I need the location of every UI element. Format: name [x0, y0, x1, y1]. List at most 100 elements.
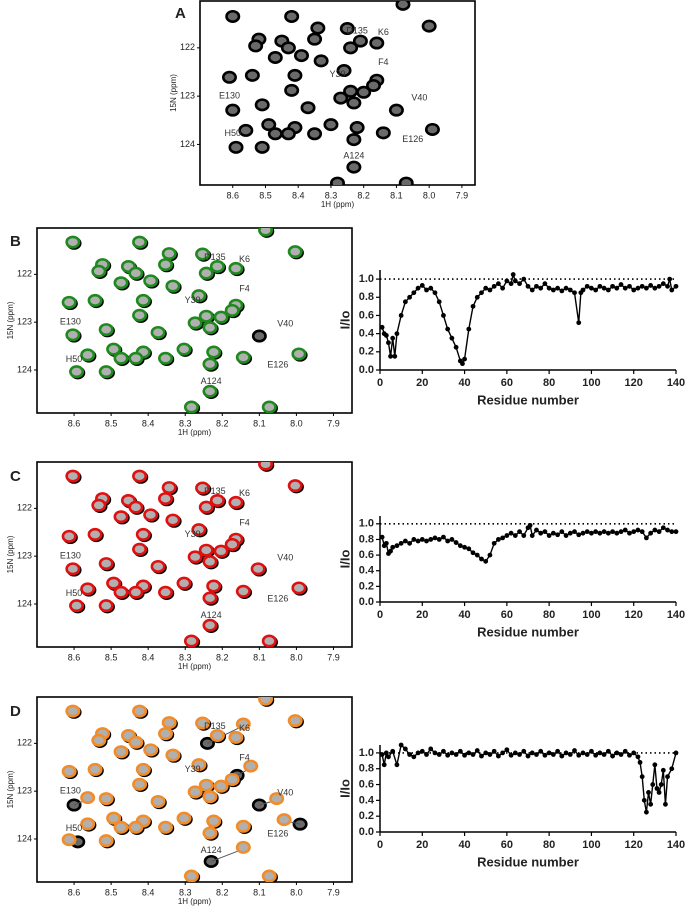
peak [202, 591, 218, 605]
peak [176, 576, 192, 590]
y-tick-label: 123 [180, 91, 195, 101]
peak [65, 562, 81, 576]
data-point [580, 287, 586, 293]
y-axis-label: I/Io [337, 311, 352, 330]
y-tick-label: 124 [17, 833, 32, 843]
peak [333, 91, 349, 105]
data-point [546, 285, 552, 291]
data-point [639, 529, 645, 535]
data-point [419, 748, 425, 754]
peak [98, 792, 114, 806]
data-point [407, 752, 412, 757]
data-point [656, 529, 662, 535]
data-point [584, 529, 590, 535]
data-point [500, 750, 506, 756]
data-point [521, 533, 527, 538]
peak-label: Y39 [185, 529, 201, 539]
peak [143, 274, 159, 288]
data-point [529, 287, 535, 293]
data-point [415, 538, 421, 544]
peak [287, 714, 303, 728]
data-point [580, 530, 586, 536]
peak [176, 342, 192, 356]
x-tick-label: 8.4 [292, 190, 305, 200]
data-point [529, 533, 535, 538]
x-tick-label: 8.0 [423, 190, 436, 200]
data-point [491, 283, 497, 289]
peak [398, 176, 414, 185]
peak [198, 778, 214, 792]
data-point [631, 529, 637, 535]
data-point [407, 540, 412, 546]
x-tick-label: 8.3 [179, 418, 192, 428]
peak [346, 96, 362, 110]
x-tick-label: 8.4 [142, 652, 155, 662]
peak-label: F4 [239, 753, 250, 763]
data-point [538, 748, 544, 754]
data-point [491, 540, 497, 546]
peak [191, 289, 207, 303]
data-point [667, 276, 673, 282]
data-point [457, 543, 463, 549]
peak-label: E130 [219, 91, 240, 101]
y-axis-label: 15N (ppm) [6, 770, 15, 808]
data-point [398, 742, 404, 748]
peak [132, 704, 148, 718]
data-point [445, 538, 451, 544]
peak-label: Y39 [329, 69, 345, 79]
data-point [508, 281, 514, 287]
data-point [466, 750, 472, 756]
peak [287, 68, 303, 82]
peak [209, 728, 225, 742]
data-point [517, 752, 522, 757]
peak [369, 36, 385, 50]
peak-label: F4 [239, 284, 250, 294]
data-point [639, 774, 645, 780]
x-tick-label: 40 [458, 377, 470, 389]
data-point [504, 747, 510, 753]
peak-label: H50 [224, 128, 241, 138]
peak [98, 557, 114, 571]
peak [206, 814, 222, 828]
peak [195, 716, 211, 730]
data-point [419, 537, 425, 542]
data-point [593, 752, 599, 758]
peak [307, 32, 323, 46]
data-point [567, 287, 573, 293]
data-point [517, 281, 522, 287]
y-tick-label: 124 [17, 598, 32, 608]
peak [366, 79, 382, 93]
x-tick-label: 8.2 [357, 190, 370, 200]
data-point [432, 535, 438, 541]
peaks [61, 697, 308, 882]
peak [65, 469, 81, 483]
peak-label: K6 [239, 723, 250, 733]
peak [143, 743, 159, 757]
data-point [652, 527, 658, 533]
data-point [589, 285, 594, 291]
data-point [660, 767, 666, 773]
data-point [567, 752, 573, 757]
peak [395, 1, 411, 11]
peak [80, 791, 96, 805]
y-tick-label: 0.0 [359, 826, 374, 838]
peak [235, 584, 251, 598]
peak [293, 49, 309, 63]
peak-label: A124 [201, 845, 222, 855]
data-point [559, 529, 565, 535]
peak [202, 321, 218, 335]
data-point [673, 750, 679, 756]
peak-label: H50 [66, 823, 83, 833]
x-tick-label: 0 [377, 609, 383, 621]
data-point [618, 282, 624, 287]
peak [206, 345, 222, 359]
peak-label: F4 [239, 518, 250, 528]
data-point [567, 530, 573, 536]
x-axis-label: Residue number [477, 392, 579, 407]
data-point [457, 748, 463, 754]
peak-label: D135 [204, 252, 226, 262]
data-point [589, 530, 594, 536]
x-tick-label: 120 [625, 377, 643, 389]
peak [228, 495, 244, 509]
data-point [635, 285, 641, 291]
